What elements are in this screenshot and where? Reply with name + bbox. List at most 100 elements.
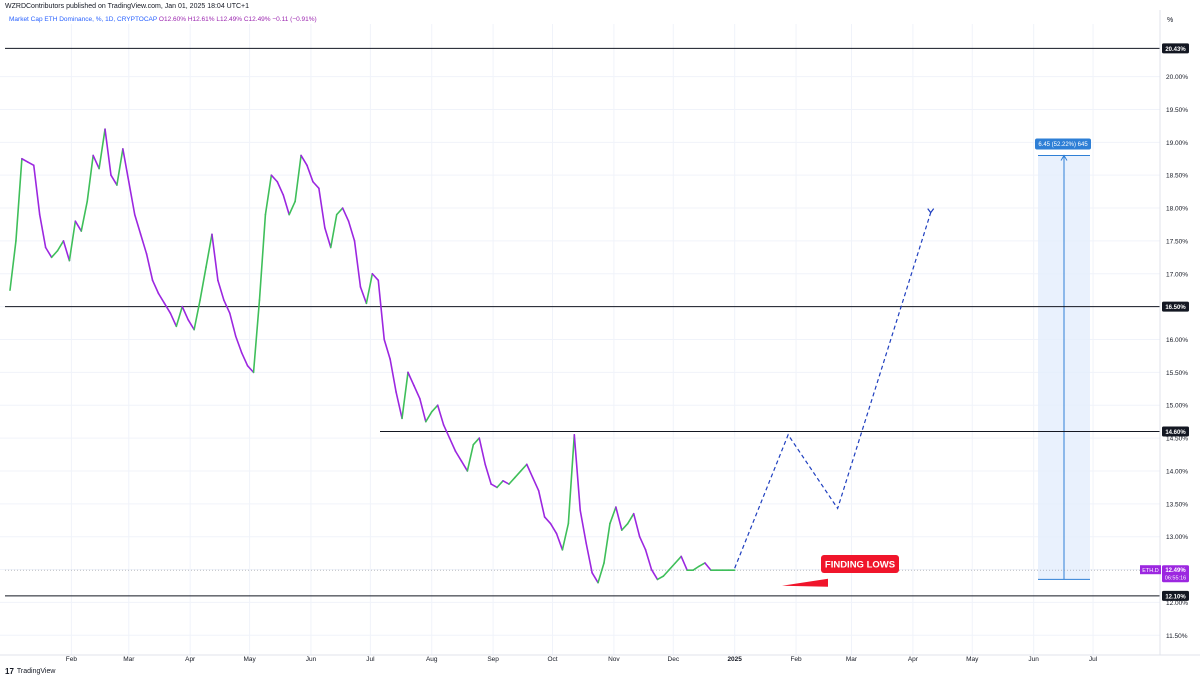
price-segment xyxy=(163,302,172,315)
publisher-line: WZRDContributors published on TradingVie… xyxy=(5,3,250,10)
price-segment xyxy=(205,233,213,268)
symbol-title[interactable]: Market Cap ETH Dominance, %, 1D, CRYPTOC… xyxy=(9,16,158,23)
price-segment xyxy=(228,312,237,338)
time-tick-label: Jul xyxy=(366,656,375,663)
price-segment xyxy=(579,509,587,545)
price-segment xyxy=(454,450,463,462)
time-tick-label: May xyxy=(243,656,256,663)
annotation-text: FINDING LOWS xyxy=(825,560,895,571)
countdown-label: 06:55:16 xyxy=(1165,576,1186,582)
measure-arrow-head xyxy=(1060,154,1068,161)
projection-arrow-head xyxy=(927,208,935,214)
price-segment xyxy=(615,506,623,531)
price-segment xyxy=(401,371,409,420)
tradingview-logo[interactable]: 17 TradingView xyxy=(5,667,55,676)
price-segment xyxy=(341,207,350,222)
chart-grid xyxy=(0,24,1160,655)
price-segment xyxy=(460,460,469,472)
level-price-tag xyxy=(1162,426,1189,437)
price-segment xyxy=(407,371,415,387)
level-price-tag-label: 16.50% xyxy=(1165,305,1186,311)
price-segment xyxy=(656,575,665,581)
price-tick-label: 14.00% xyxy=(1166,468,1188,475)
price-segment xyxy=(621,522,629,531)
price-segment xyxy=(704,562,712,572)
price-series xyxy=(9,128,736,584)
price-segment xyxy=(549,522,558,535)
price-segment xyxy=(240,351,249,367)
level-price-tag xyxy=(1162,301,1189,312)
time-tick-label: Jul xyxy=(1089,656,1098,663)
price-segment xyxy=(187,318,195,331)
time-tick-label: May xyxy=(966,656,979,663)
price-segment xyxy=(626,512,635,525)
time-tick-label: Sep xyxy=(487,656,499,663)
price-segment xyxy=(38,213,47,249)
price-segment xyxy=(300,154,308,167)
price-segment xyxy=(80,200,89,232)
price-segment xyxy=(555,532,564,551)
symbol-tag xyxy=(1140,565,1161,575)
price-segment xyxy=(419,397,427,423)
price-segment xyxy=(246,364,255,374)
price-segment xyxy=(56,240,65,252)
price-segment xyxy=(692,565,700,572)
price-segment xyxy=(223,299,231,315)
price-segment xyxy=(525,463,534,479)
price-segment xyxy=(139,233,148,255)
price-segment xyxy=(668,562,677,571)
price-segment xyxy=(383,338,391,361)
price-segment xyxy=(98,128,106,170)
price-tick-label: 16.00% xyxy=(1166,337,1188,344)
tradingview-logo-text: TradingView xyxy=(16,668,56,675)
price-segment xyxy=(252,299,261,374)
price-segment xyxy=(181,305,189,321)
price-segment xyxy=(133,213,142,236)
time-tick-label: Dec xyxy=(668,656,680,663)
price-segment xyxy=(472,437,481,446)
price-segment xyxy=(430,404,439,413)
price-segment xyxy=(169,312,178,328)
price-segment xyxy=(698,562,706,568)
price-tick-label: 11.50% xyxy=(1166,633,1188,640)
price-range-measure: 6.45 (52.22%) 645 xyxy=(1035,138,1091,580)
price-segment xyxy=(573,434,582,512)
price-tick-label: 19.50% xyxy=(1166,107,1188,114)
price-segment xyxy=(145,253,154,282)
time-axis: Feb Mar Apr May Jun Jul Aug Sep Oct Nov Dec 2025 Feb… xyxy=(66,656,1098,663)
price-segment xyxy=(662,568,671,577)
price-segment xyxy=(543,516,552,525)
price-segment xyxy=(371,272,380,282)
price-tick-label: 18.50% xyxy=(1166,173,1188,180)
price-tick-label: 12.00% xyxy=(1166,600,1188,607)
price-segment xyxy=(9,240,17,292)
price-segment xyxy=(597,562,605,584)
price-tick-label: 14.50% xyxy=(1166,436,1188,443)
horizontal-levels xyxy=(5,47,1160,597)
tradingview-logo-icon: 17 xyxy=(5,667,14,676)
price-segment xyxy=(104,128,112,176)
price-segment xyxy=(502,480,510,485)
price-segment xyxy=(520,463,528,472)
price-segment xyxy=(151,279,160,295)
price-segment xyxy=(484,463,492,485)
annotation-pointer xyxy=(782,578,828,587)
price-segment xyxy=(537,489,546,518)
price-segment xyxy=(531,476,540,492)
price-segment xyxy=(389,358,397,393)
projection-line xyxy=(734,212,932,569)
price-segment xyxy=(632,512,641,538)
price-segment xyxy=(638,535,647,551)
price-segment xyxy=(436,404,445,426)
price-tick-label: 15.50% xyxy=(1166,370,1188,377)
time-tick-label: Oct xyxy=(547,656,557,663)
time-tick-label: Jun xyxy=(306,656,317,663)
current-price-tag xyxy=(1162,565,1189,583)
price-segment xyxy=(442,424,451,439)
time-tick-label: Mar xyxy=(123,656,135,663)
price-segment xyxy=(92,154,100,170)
price-segment xyxy=(116,148,124,186)
current-price-label: 12.49% xyxy=(1165,568,1186,574)
price-segment xyxy=(199,266,207,301)
